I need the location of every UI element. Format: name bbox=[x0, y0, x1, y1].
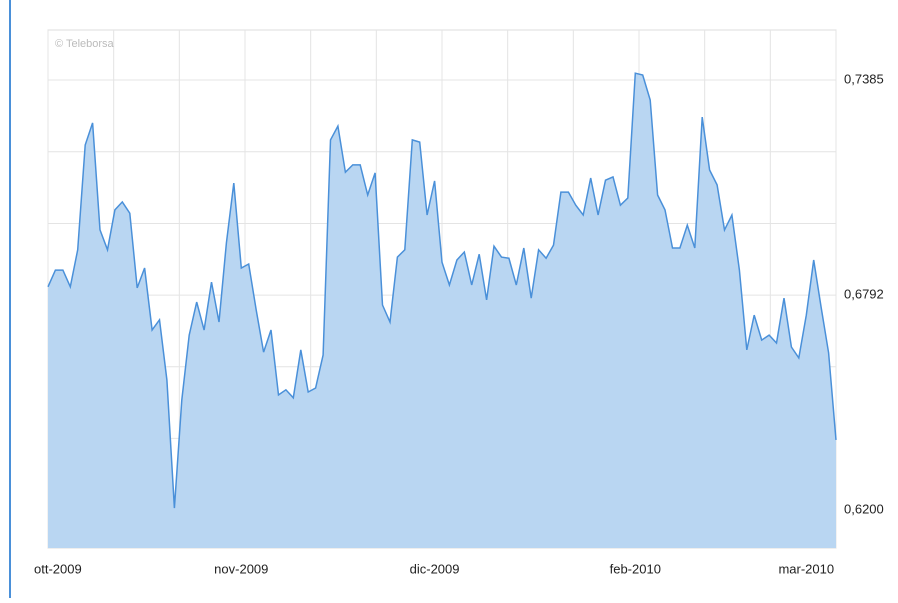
area-line bbox=[47, 72, 837, 509]
x-tick-label: nov-2009 bbox=[214, 561, 268, 576]
x-tick-label: mar-2010 bbox=[778, 561, 834, 576]
y-tick-label: 0,7385 bbox=[844, 71, 884, 86]
area-fill bbox=[48, 73, 836, 548]
x-tick-label: ott-2009 bbox=[34, 561, 82, 576]
y-tick-label: 0,6200 bbox=[844, 501, 884, 516]
x-tick-label: dic-2009 bbox=[410, 561, 460, 576]
x-tick-label: feb-2010 bbox=[610, 561, 661, 576]
y-tick-label: 0,6792 bbox=[844, 287, 884, 302]
watermark: © Teleborsa bbox=[55, 38, 115, 50]
